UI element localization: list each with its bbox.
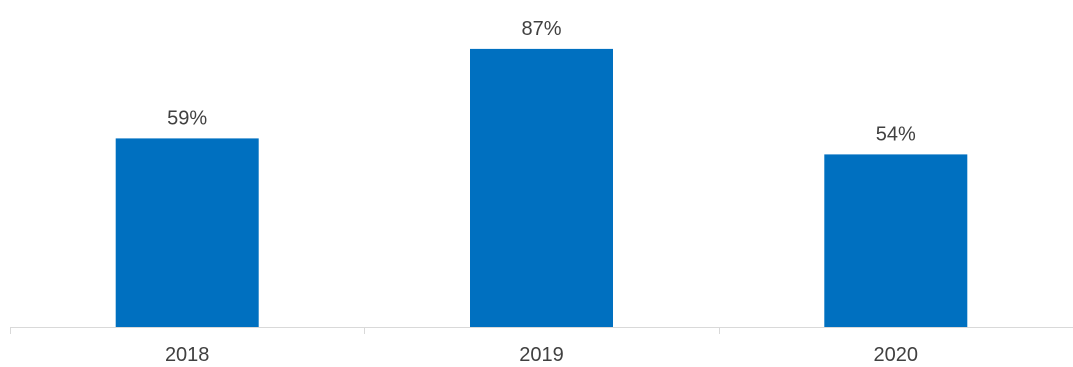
- bars-group: [115, 48, 968, 328]
- x-tick-label-2018: 2018: [165, 344, 210, 366]
- data-labels-group: 59% 87% 54%: [167, 18, 916, 145]
- x-axis-tick-labels: 2018 2019 2020: [165, 344, 918, 366]
- bar-2018: [115, 138, 259, 327]
- data-label-2018: 59%: [167, 107, 207, 129]
- bar-2020: [824, 154, 968, 327]
- data-label-2019: 87%: [521, 18, 561, 40]
- x-axis-ticks: [10, 327, 720, 334]
- x-tick-label-2019: 2019: [519, 344, 564, 366]
- x-tick-label-2020: 2020: [874, 344, 919, 366]
- data-label-2020: 54%: [876, 123, 916, 145]
- bar-2019: [470, 48, 613, 328]
